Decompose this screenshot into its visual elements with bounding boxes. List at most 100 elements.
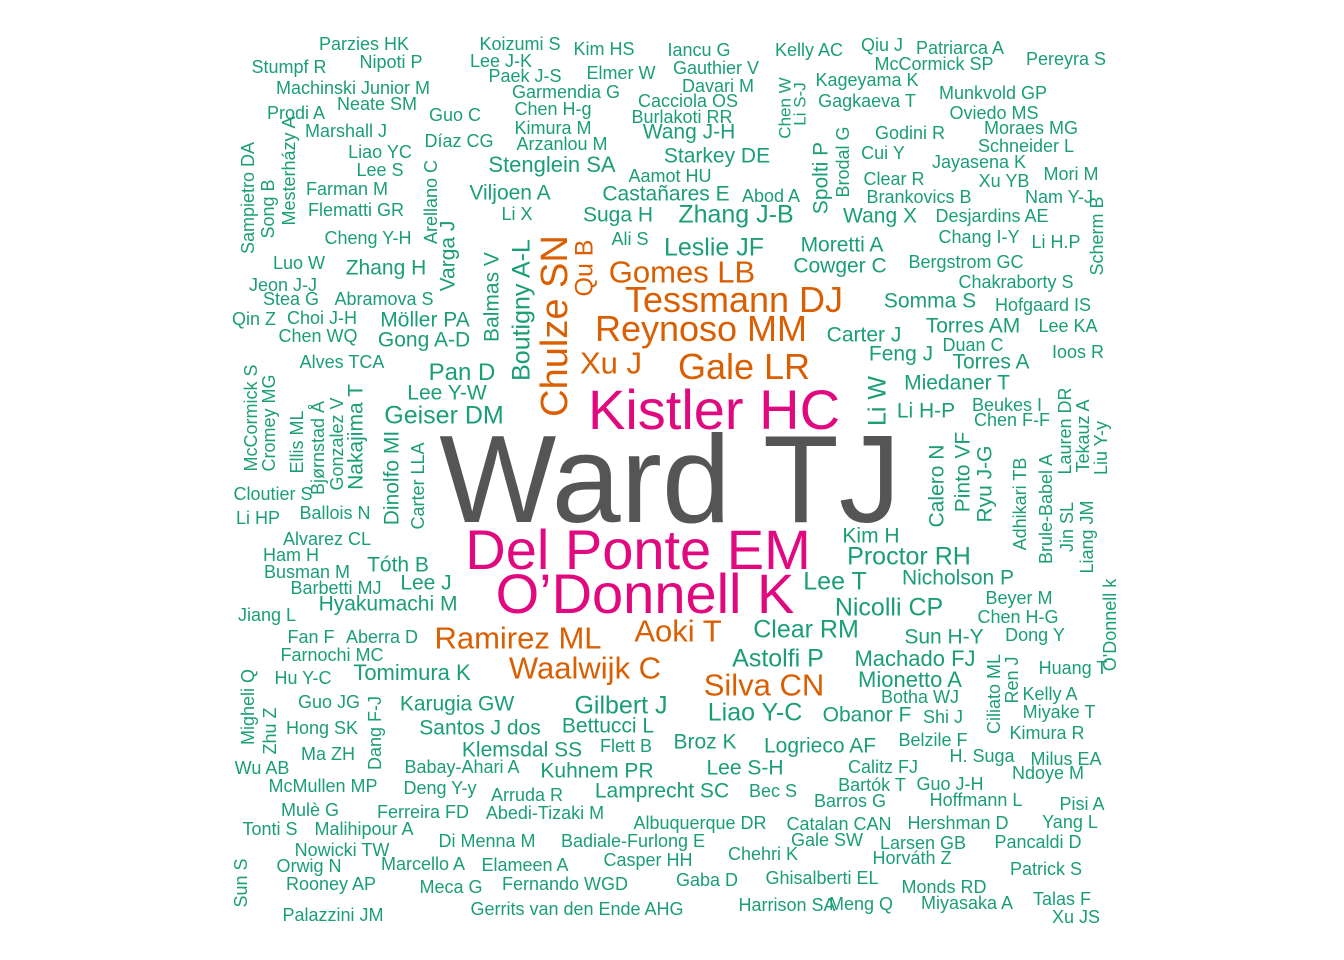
word-176: Abedi-Tizaki M	[485, 803, 605, 823]
word-164: Ndoye M	[1011, 763, 1085, 783]
word-80: Cowger C	[793, 254, 887, 278]
word-131: Farnochi MC	[280, 645, 384, 665]
word-55: Stenglein SA	[488, 152, 616, 177]
word-97: Feng J	[868, 342, 934, 366]
word-93: Chen WQ	[278, 326, 358, 346]
word-37: Prodi A	[266, 103, 326, 123]
word-215: Balmas V	[480, 252, 504, 342]
word-99: Alves TCA	[299, 352, 385, 372]
word-24: Gauthier V	[672, 58, 760, 78]
word-142: Gilbert J	[574, 691, 668, 720]
word-188: Larsen GB	[879, 833, 967, 853]
word-85: Abramova S	[334, 289, 434, 309]
word-53: Jayasena K	[931, 152, 1027, 172]
word-32: Davari M	[681, 76, 755, 96]
word-28: Elmer W	[586, 63, 656, 83]
word-212: Mesterházy A	[279, 116, 299, 226]
word-157: H. Suga	[949, 746, 1015, 766]
word-166: Deng Y-y	[403, 778, 477, 798]
word-146: Miyake T	[1022, 702, 1096, 722]
word-196: Patrick S	[1009, 859, 1083, 879]
word-195: Horváth Z	[872, 848, 952, 868]
word-178: Tonti S	[242, 819, 298, 839]
word-57: Aamot HU	[628, 166, 712, 186]
word-156: Flett B	[599, 736, 653, 756]
word-92: Lee KA	[1038, 316, 1098, 336]
word-235: Adhikari TB	[1010, 457, 1030, 551]
word-143: Liao Y-C	[707, 698, 803, 727]
word-127: Aberra D	[345, 627, 419, 647]
word-77: Moretti A	[800, 233, 884, 257]
word-17: Iancu G	[667, 40, 731, 60]
word-220: Spolti P	[809, 141, 833, 215]
word-177: Pisi A	[1059, 794, 1105, 814]
word-0: Ward TJ	[439, 411, 901, 549]
word-229: Dinolfo MI	[380, 430, 404, 526]
word-10: Ramirez ML	[434, 620, 602, 656]
word-148: Santos J dos	[419, 716, 541, 740]
word-248: Sun S	[231, 858, 251, 908]
word-47: Díaz CG	[424, 131, 494, 151]
word-202: Monds RD	[901, 877, 987, 897]
word-242: O'Donnell k	[1100, 578, 1120, 672]
word-29: Kageyama K	[815, 70, 919, 90]
word-182: Hershman D	[907, 813, 1009, 833]
word-103: Lee Y-W	[407, 381, 487, 405]
word-226: Bjørnstad Å	[308, 400, 328, 496]
word-22: Nipoti P	[359, 52, 423, 72]
word-111: Alvarez CL	[282, 529, 372, 549]
word-95: Carter J	[826, 323, 902, 347]
word-44: Wang J-H	[642, 120, 736, 144]
word-6: Gale LR	[677, 346, 811, 387]
word-238: Tekauz A	[1073, 399, 1093, 473]
word-109: Li HP	[235, 508, 281, 528]
word-140: Guo JG	[297, 692, 361, 712]
word-152: Broz K	[673, 730, 737, 754]
word-151: Belzile F	[898, 730, 968, 750]
word-124: Jiang L	[237, 605, 297, 625]
word-199: Fernando WGD	[501, 874, 629, 894]
word-200: Gaba D	[675, 870, 739, 890]
word-4: Tessmann DJ	[624, 279, 844, 320]
word-158: Milus EA	[1030, 749, 1102, 769]
word-205: Harrison SA	[738, 895, 836, 915]
word-153: Logrieco AF	[763, 734, 877, 758]
word-62: Castañares E	[602, 182, 730, 206]
word-12: Waalwijk C	[508, 650, 662, 686]
word-79: Zhang H	[345, 256, 427, 280]
word-191: Marcello A	[380, 854, 466, 874]
word-144: Obanor F	[822, 703, 912, 727]
word-208: Xu JS	[1051, 907, 1101, 927]
word-150: Kimura R	[1009, 723, 1085, 743]
word-72: Cheng Y-H	[324, 228, 412, 248]
word-73: Ali S	[611, 229, 649, 249]
word-51: Starkey DE	[663, 144, 771, 168]
word-100: Torres A	[952, 350, 1030, 374]
word-214: Varga J	[436, 220, 460, 292]
word-163: Calitz FJ	[847, 757, 919, 777]
word-75: Li H.P	[1031, 232, 1081, 252]
word-83: Chakraborty S	[958, 272, 1074, 292]
word-33: Munkvold GP	[938, 83, 1048, 103]
word-35: Cacciola OS	[637, 91, 739, 111]
word-246: Ciliato ML	[984, 653, 1004, 735]
word-172: Barros G	[813, 791, 887, 811]
word-84: Stea G	[262, 289, 320, 309]
word-206: Meng Q	[828, 894, 894, 914]
word-203: Talas F	[1032, 889, 1092, 909]
word-173: Hoffmann L	[929, 790, 1023, 810]
word-122: Hyakumachi M	[318, 592, 458, 616]
word-128: Clear RM	[753, 615, 859, 644]
word-130: Dong Y	[1005, 625, 1065, 645]
word-23: Lee J-K	[469, 51, 533, 71]
word-183: Yang L	[1042, 812, 1098, 832]
word-68: Suga H	[582, 203, 654, 227]
word-105: Geiser DM	[384, 401, 504, 430]
word-69: Zhang J-B	[678, 200, 794, 229]
word-222: Scherm B	[1087, 196, 1107, 276]
word-94: Gong A-D	[377, 328, 471, 352]
word-46: Moraes MG	[983, 118, 1079, 138]
word-91: Torres AM	[925, 314, 1021, 338]
word-98: Ioos R	[1051, 342, 1105, 362]
